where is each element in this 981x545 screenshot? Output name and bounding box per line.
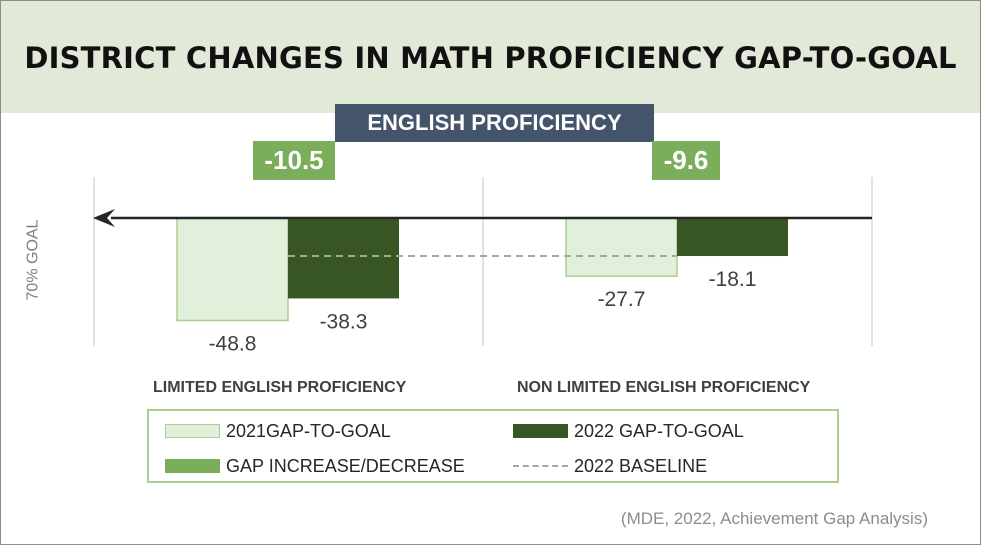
goal-axis-label-text: 70% GOAL — [24, 219, 41, 301]
legend-label-2021: 2021GAP-TO-GOAL — [226, 420, 391, 441]
legend-label-change: GAP INCREASE/DECREASE — [226, 455, 465, 476]
data-label-2021-non-limited: -27.7 — [598, 288, 646, 311]
goal-axis-label: 70% GOAL — [3, 206, 63, 314]
category-label-non-limited: NON LIMITED ENGLISH PROFICIENCY — [517, 379, 811, 396]
change-box-non-limited: -9.6 — [652, 141, 720, 180]
legend-item-baseline: 2022 BASELINE — [513, 454, 707, 478]
source-note: (MDE, 2022, Achievement Gap Analysis) — [620, 509, 928, 528]
bar-2022-non-limited — [677, 218, 788, 257]
data-label-2021-limited: -48.8 — [209, 332, 257, 355]
legend-item-2022: 2022 GAP-TO-GOAL — [513, 419, 744, 443]
goal-axis-arrowhead — [93, 209, 115, 227]
legend-item-change: GAP INCREASE/DECREASE — [165, 454, 465, 478]
category-label-limited: LIMITED ENGLISH PROFICIENCY — [153, 379, 407, 396]
legend-swatch-change — [165, 459, 220, 473]
chart-title: DISTRICT CHANGES IN MATH PROFICIENCY GAP… — [24, 41, 957, 75]
legend-swatch-2022 — [513, 424, 568, 438]
legend-label-baseline: 2022 BASELINE — [574, 455, 708, 476]
change-box-limited: -10.5 — [253, 141, 335, 180]
legend-swatch-baseline — [513, 465, 568, 467]
chart-subtitle: ENGLISH PROFICIENCY — [335, 104, 654, 142]
title-band: DISTRICT CHANGES IN MATH PROFICIENCY GAP… — [1, 1, 980, 113]
bar-2021-non-limited — [565, 217, 678, 277]
legend-item-2021: 2021GAP-TO-GOAL — [165, 419, 391, 443]
legend-label-2022: 2022 GAP-TO-GOAL — [574, 420, 744, 441]
chart-legend: 2021GAP-TO-GOAL 2022 GAP-TO-GOAL GAP INC… — [147, 409, 839, 483]
bar-2022-limited — [288, 218, 399, 299]
legend-swatch-2021 — [165, 424, 220, 438]
bar-2021-limited — [176, 217, 289, 322]
data-label-2022-limited: -38.3 — [320, 310, 368, 333]
data-label-2022-non-limited: -18.1 — [709, 268, 757, 291]
